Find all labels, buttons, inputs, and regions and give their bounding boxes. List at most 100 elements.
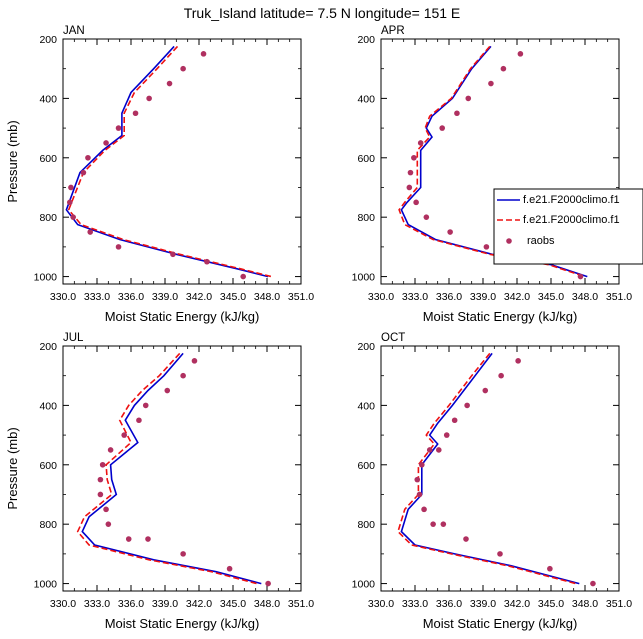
- y-tick-label: 1000: [34, 272, 58, 284]
- x-tick-label: 336.0: [436, 598, 462, 610]
- y-axis-label: Pressure (mb): [5, 120, 20, 202]
- y-tick-label: 400: [39, 93, 57, 105]
- raobs-point: [70, 214, 76, 220]
- series-line-model-2: [397, 352, 577, 585]
- raobs-point: [454, 110, 460, 117]
- x-tick-label: 339.0: [470, 598, 496, 610]
- y-tick-label: 200: [39, 34, 57, 46]
- raobs-point: [590, 580, 596, 587]
- raobs-point: [463, 536, 469, 542]
- x-tick-label: 345.0: [538, 291, 564, 303]
- raobs-point: [80, 169, 87, 176]
- x-tick-label: 348.0: [254, 598, 280, 610]
- raobs-point: [517, 51, 524, 57]
- raobs-point: [226, 565, 233, 572]
- raobs-point: [115, 125, 122, 131]
- panel-oct: 330.0 333.0 336.0 339.0 342.0 345.0 348.0 351.0…: [352, 332, 633, 631]
- raobs-point: [105, 521, 112, 527]
- legend: f.e21.F2000climo.f1 f.e21.F2000climo.f1 ra…: [493, 188, 643, 265]
- raobs-point: [488, 80, 494, 87]
- x-tick-label: 330.0: [368, 598, 394, 610]
- x-axis-label: Moist Static Energy (kJ/kg): [105, 616, 260, 631]
- y-tick-label: 400: [39, 400, 57, 412]
- series-line-model-1: [81, 352, 262, 585]
- x-tick-label: 330.0: [50, 598, 76, 610]
- raobs-point: [107, 447, 114, 453]
- raobs-point: [68, 184, 74, 191]
- raobs-point: [99, 461, 106, 468]
- raobs-point: [180, 372, 186, 379]
- raobs-point: [191, 358, 198, 364]
- raobs-point: [97, 476, 104, 483]
- plot-frame: [380, 345, 620, 592]
- raobs-point: [577, 273, 584, 280]
- raobs-point: [97, 491, 104, 498]
- panel-label: APR: [381, 25, 405, 37]
- y-tick-label: 800: [39, 212, 57, 224]
- x-tick-label: 351.0: [606, 291, 632, 303]
- x-tick-label: 336.0: [118, 291, 144, 303]
- x-tick-label: 345.0: [220, 598, 246, 610]
- x-axis-label: Moist Static Energy (kJ/kg): [423, 309, 578, 324]
- x-tick-label: 348.0: [572, 598, 598, 610]
- raobs-point: [411, 154, 417, 161]
- figure-title: Truk_Island latitude= 7.5 N longitude= 1…: [184, 5, 461, 21]
- raobs-point: [414, 476, 421, 483]
- plot-frame: [380, 38, 620, 285]
- raobs-point: [204, 258, 210, 265]
- raobs-point: [164, 387, 171, 394]
- x-tick-label: 339.0: [152, 598, 178, 610]
- x-tick-label: 345.0: [538, 598, 564, 610]
- y-tick-label: 800: [357, 519, 375, 531]
- x-tick-label: 336.0: [436, 291, 462, 303]
- y-axis-label: Pressure (mb): [5, 427, 20, 509]
- series-line-model-1: [65, 45, 269, 278]
- raobs-point: [166, 80, 173, 87]
- raobs-point: [146, 95, 152, 102]
- raobs-point: [464, 402, 470, 409]
- x-tick-label: 342.0: [504, 598, 530, 610]
- x-tick-label: 333.0: [84, 291, 110, 303]
- x-tick-label: 330.0: [50, 291, 76, 303]
- x-tick-label: 351.0: [288, 291, 314, 303]
- y-tick-label: 200: [39, 341, 57, 353]
- raobs-point: [416, 491, 423, 498]
- raobs-point: [142, 402, 149, 409]
- raobs-point: [547, 565, 553, 572]
- raobs-point: [121, 432, 127, 438]
- raobs-point: [443, 432, 450, 438]
- panels: 330.0 333.0 336.0 339.0 342.0 345.0 348.0 351.0…: [5, 25, 632, 631]
- x-tick-label: 342.0: [186, 598, 212, 610]
- raobs-point: [103, 506, 109, 513]
- y-tick-label: 200: [357, 341, 375, 353]
- y-tick-label: 200: [357, 34, 375, 46]
- raobs-point: [180, 65, 186, 72]
- legend-label: f.e21.F2000climo.f1: [523, 194, 620, 206]
- raobs-point: [200, 51, 207, 57]
- y-tick-label: 400: [357, 400, 375, 412]
- x-tick-label: 342.0: [186, 291, 212, 303]
- panel-jan: 330.0 333.0 336.0 339.0 342.0 345.0 348.0 351.0…: [5, 25, 314, 324]
- legend-label: f.e21.F2000climo.f1: [523, 214, 620, 226]
- raobs-point: [125, 536, 132, 542]
- y-tick-label: 600: [39, 153, 57, 165]
- raobs-point: [426, 447, 433, 453]
- raobs-point: [180, 551, 186, 557]
- raobs-point: [103, 140, 109, 146]
- raobs-point: [67, 199, 73, 206]
- raobs-point: [447, 229, 453, 235]
- series-line-model-2: [76, 352, 258, 585]
- raobs-point: [439, 125, 446, 131]
- raobs-point: [440, 521, 447, 527]
- y-tick-label: 800: [39, 519, 57, 531]
- raobs-point: [483, 244, 490, 250]
- x-tick-label: 330.0: [368, 291, 394, 303]
- y-tick-label: 1000: [352, 579, 376, 591]
- panel-label: OCT: [381, 332, 405, 344]
- panel-jul: 330.0 333.0 336.0 339.0 342.0 345.0 348.0 351.0…: [5, 332, 314, 631]
- plot-frame: [62, 345, 302, 592]
- y-tick-label: 600: [357, 460, 375, 472]
- raobs-point: [451, 417, 458, 424]
- y-tick-label: 600: [39, 460, 57, 472]
- raobs-point: [132, 110, 139, 117]
